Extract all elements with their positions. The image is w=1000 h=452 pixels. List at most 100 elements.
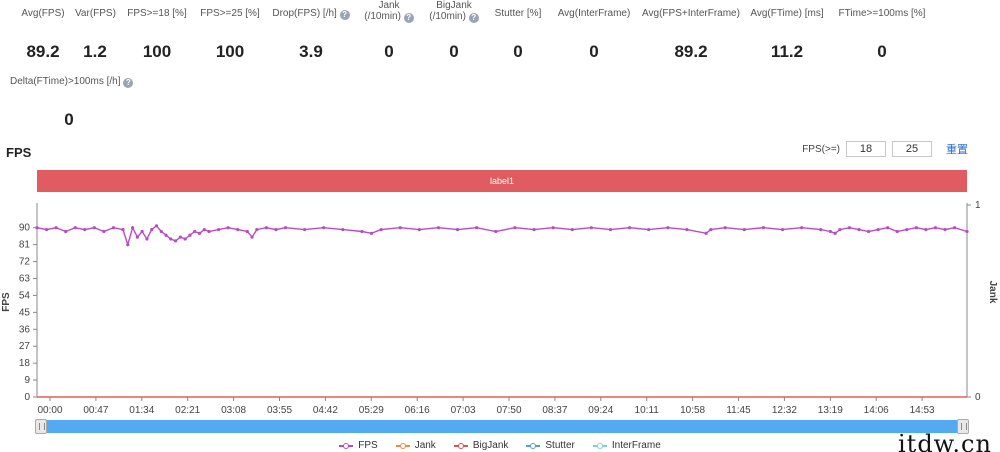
fps-point — [761, 226, 766, 230]
fps-point — [121, 227, 125, 232]
fps-point — [833, 231, 837, 235]
legend-item-jank[interactable]: Jank — [395, 440, 436, 451]
fps-point — [780, 227, 785, 232]
fps-point — [188, 233, 192, 237]
metric-12: Delta(FTime)>100ms [/h] ? 0 — [10, 76, 134, 129]
help-icon[interactable]: ? — [123, 78, 134, 88]
fps-point — [628, 226, 632, 230]
fps-point — [905, 227, 909, 232]
legend-item-interframe[interactable]: InterFrame — [592, 440, 661, 451]
legend-swatch-icon — [453, 442, 468, 449]
help-icon[interactable]: ? — [403, 13, 414, 23]
fps-point — [455, 227, 460, 232]
x-tick-label: 08:37 — [542, 405, 567, 416]
legend-label: BigJank — [472, 440, 509, 451]
metric-label: BigJank (/10min) ? — [425, 0, 483, 23]
fps-point — [283, 226, 288, 230]
fps-point — [35, 226, 39, 230]
fps-threshold-input-1[interactable] — [846, 141, 886, 157]
fps-point — [341, 227, 345, 232]
legend-dot-icon — [399, 442, 406, 449]
metric-0: Avg(FPS) 89.2 — [4, 8, 82, 61]
y-tick-label: 72 — [19, 257, 31, 268]
metric-1: Var(FPS) 1.2 — [75, 8, 116, 61]
fps-point — [207, 229, 211, 234]
metric-3: FPS>=25 [%] 100 — [197, 8, 263, 61]
fps-threshold-input-2[interactable] — [892, 141, 932, 157]
y-tick-label: 36 — [19, 324, 31, 335]
x-tick-label: 09:24 — [588, 405, 613, 416]
fps-point — [570, 227, 574, 232]
metric-10: Avg(FTime) [ms] 11.2 — [746, 8, 828, 61]
legend-item-bigjank[interactable]: BigJank — [453, 440, 509, 451]
metric-value: 1.2 — [83, 42, 107, 61]
fps-point — [709, 227, 713, 232]
fps-point — [193, 229, 197, 234]
metric-label: Avg(FPS) — [21, 8, 65, 19]
fps-point — [417, 227, 421, 232]
legend-swatch-icon — [339, 442, 354, 449]
fps-point — [202, 227, 206, 232]
fps-point — [111, 226, 116, 230]
right-tick-label: 1 — [975, 200, 981, 211]
fps-threshold-label: FPS(>=) — [802, 143, 840, 155]
legend-item-stutter[interactable]: Stutter — [526, 440, 575, 451]
fps-point — [150, 227, 154, 232]
metric-label: FPS>=18 [%] — [127, 8, 187, 19]
fps-point — [924, 227, 928, 232]
fps-point — [914, 226, 918, 230]
metric-label: Avg(InterFrame) — [557, 8, 631, 19]
fps-point — [360, 229, 364, 234]
metric-value: 89.2 — [674, 42, 708, 61]
fps-point — [866, 229, 871, 234]
fps-point — [685, 227, 689, 232]
metric-value: 11.2 — [770, 42, 804, 61]
fps-point — [551, 226, 555, 230]
x-tick-label: 06:16 — [405, 405, 430, 416]
metric-value: 89.2 — [26, 42, 60, 61]
fps-point — [666, 226, 670, 230]
help-icon[interactable]: ? — [468, 13, 479, 23]
metric-value: 0 — [64, 110, 74, 129]
metric-7: Stutter [%] 0 — [492, 8, 544, 61]
fps-point — [173, 239, 178, 243]
reset-button[interactable]: 重置 — [946, 144, 968, 156]
metric-label: Jank (/10min) ? — [360, 0, 418, 23]
fps-point — [217, 227, 221, 232]
label-bar[interactable]: label1 — [37, 170, 967, 192]
legend-dot-icon — [457, 442, 464, 449]
legend-swatch-icon — [526, 442, 541, 449]
help-icon[interactable]: ? — [339, 10, 350, 20]
metric-label: FPS>=25 [%] — [200, 8, 260, 19]
time-range-slider[interactable] — [35, 419, 969, 434]
fps-point — [140, 229, 144, 234]
fps-point — [178, 235, 182, 239]
y-axis-title: FPS — [1, 292, 12, 312]
fps-point — [965, 229, 969, 234]
slider-right-handle[interactable] — [957, 419, 969, 434]
legend-item-fps[interactable]: FPS — [339, 440, 378, 451]
fps-point — [83, 227, 87, 232]
x-tick-label: 00:47 — [83, 405, 108, 416]
fps-point — [64, 229, 68, 234]
y-tick-label: 27 — [19, 341, 31, 352]
slider-left-handle[interactable] — [35, 419, 47, 434]
fps-point — [130, 226, 135, 230]
fps-point — [236, 227, 240, 232]
x-tick-label: 12:32 — [772, 405, 797, 416]
watermark: itdw.cn — [898, 430, 992, 452]
fps-point — [436, 226, 441, 230]
fps-point — [44, 227, 49, 232]
legend-label: InterFrame — [611, 440, 661, 451]
metric-9: Avg(FPS+InterFrame) 89.2 — [640, 8, 742, 61]
y-tick-label: 18 — [19, 358, 31, 369]
x-tick-label: 10:11 — [635, 405, 660, 416]
fps-point — [933, 226, 938, 230]
legend-label: Stutter — [545, 440, 575, 451]
fps-point — [494, 229, 498, 234]
fps-point — [159, 229, 163, 234]
x-tick-label: 03:55 — [267, 405, 292, 416]
fps-point — [245, 229, 249, 234]
metric-label: Avg(FPS+InterFrame) — [642, 8, 740, 19]
x-tick-label: 14:06 — [864, 405, 889, 416]
